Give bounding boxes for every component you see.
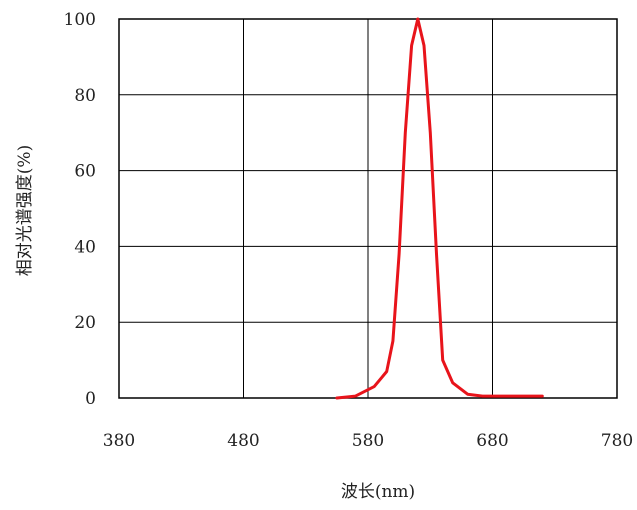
y-tick-label: 0: [85, 389, 96, 409]
y-tick-label: 60: [74, 162, 96, 182]
plot-frame: [118, 18, 618, 399]
y-tick-label: 40: [74, 237, 96, 257]
x-tick-label: 780: [601, 431, 633, 451]
y-tick-label: 20: [74, 313, 96, 333]
x-axis-title: 波长(nm): [341, 482, 415, 502]
x-tick-labels: 380 480 580 680 780: [103, 431, 633, 451]
y-tick-label: 100: [64, 10, 96, 30]
x-tick-label: 580: [352, 431, 384, 451]
x-tick-label: 480: [227, 431, 259, 451]
grid-lines: [119, 19, 617, 398]
y-axis-title: 相对光谱强度(%): [15, 145, 35, 276]
y-tick-labels: 100 80 60 40 20 0: [64, 10, 96, 409]
series-layer: [335, 17, 544, 400]
x-tick-label: 380: [103, 431, 135, 451]
spectrum-series-line: [335, 17, 544, 400]
y-tick-label: 80: [74, 86, 96, 106]
x-tick-label: 680: [476, 431, 508, 451]
